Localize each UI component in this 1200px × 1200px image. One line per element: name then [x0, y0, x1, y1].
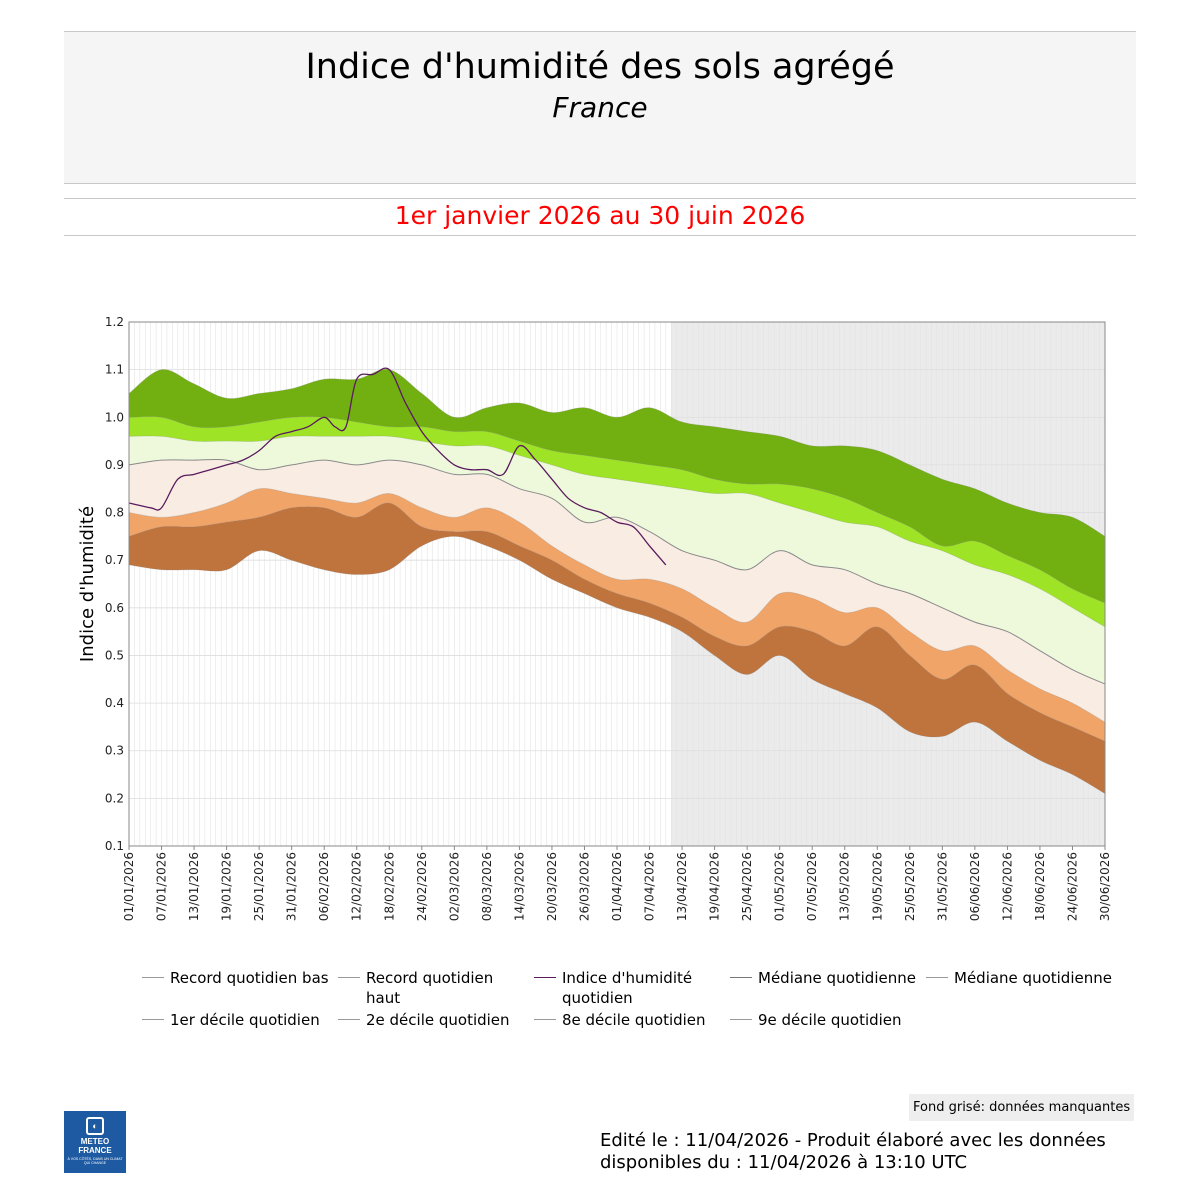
x-tick-label: 13/01/2026 — [187, 852, 201, 921]
x-tick-label: 12/02/2026 — [350, 852, 364, 921]
legend-label: Record quotidien haut — [366, 969, 494, 1007]
legend-label: 1er décile quotidien — [170, 1011, 320, 1029]
legend-label: 9e décile quotidien — [758, 1011, 902, 1029]
x-tick-label: 12/06/2026 — [1000, 852, 1014, 921]
band-decile-2-to-median — [129, 459, 1105, 723]
x-tick-label: 01/04/2026 — [610, 852, 624, 921]
y-tick-label: 0.5 — [105, 648, 124, 662]
legend-item: 9e décile quotidien — [728, 1010, 918, 1030]
legend-item: Record quotidien haut — [336, 968, 526, 1008]
legend-label: Record quotidien bas — [170, 969, 329, 987]
x-tick-label: 19/04/2026 — [708, 852, 722, 921]
x-tick-label: 31/05/2026 — [935, 852, 949, 921]
x-tick-label: 13/05/2026 — [838, 852, 852, 921]
x-tick-label: 31/01/2026 — [285, 852, 299, 921]
x-tick-label: 24/06/2026 — [1065, 852, 1079, 921]
header-panel — [64, 31, 1136, 184]
period-panel — [64, 198, 1136, 236]
logo-tagline: À VOS CÔTÉS, DANS UN CLIMAT QUI CHANGE — [67, 1157, 123, 1165]
legend-label: Médiane quotidienne — [758, 969, 916, 987]
x-tick-label: 01/05/2026 — [773, 852, 787, 921]
band-decile-9-to-record-high — [129, 369, 1105, 604]
y-tick-label: 0.6 — [105, 601, 124, 615]
chart-subtitle: France — [552, 91, 648, 124]
logo-name-1: METEO — [80, 1137, 110, 1146]
y-tick-label: 1.1 — [105, 363, 124, 377]
y-tick-label: 0.9 — [105, 458, 124, 472]
legend-swatch — [534, 1019, 556, 1020]
y-tick-label: 1.2 — [105, 315, 124, 329]
legend-item: Record quotidien bas — [140, 968, 330, 988]
x-tick-label: 01/01/2026 — [122, 852, 136, 921]
y-tick-label: 0.3 — [105, 744, 124, 758]
x-tick-label: 19/05/2026 — [870, 852, 884, 921]
legend-label: Médiane quotidienne — [954, 969, 1112, 987]
legend-swatch — [142, 1019, 164, 1020]
meteo-france-logo: ◐ METEO FRANCE À VOS CÔTÉS, DANS UN CLIM… — [64, 1111, 126, 1173]
period-label: 1er janvier 2026 au 30 juin 2026 — [394, 201, 806, 230]
y-tick-label: 0.1 — [105, 839, 124, 853]
x-tick-label: 18/06/2026 — [1033, 852, 1047, 921]
x-tick-label: 07/05/2026 — [805, 852, 819, 921]
x-tick-label: 08/03/2026 — [480, 852, 494, 921]
legend-item: 1er décile quotidien — [140, 1010, 330, 1030]
decile-line — [128, 416, 1106, 604]
x-tick-label: 07/04/2026 — [643, 852, 657, 921]
x-tick-label: 25/05/2026 — [903, 852, 917, 921]
x-tick-label: 30/06/2026 — [1098, 852, 1112, 921]
x-tick-label: 25/01/2026 — [252, 852, 266, 921]
legend-swatch — [730, 1019, 752, 1020]
x-tick-label: 25/04/2026 — [740, 852, 754, 921]
humidity-index-line — [128, 367, 667, 566]
decile-line — [128, 368, 1106, 537]
y-tick-label: 1.0 — [105, 410, 124, 424]
y-axis-label: Indice d'humidité — [77, 506, 98, 662]
missing-data-note: Fond grisé: données manquantes — [909, 1094, 1135, 1121]
legend-swatch — [142, 977, 164, 978]
legend-swatch — [926, 977, 948, 978]
decile-line — [128, 435, 1106, 628]
x-tick-label: 24/02/2026 — [415, 852, 429, 921]
legend-swatch — [338, 977, 360, 978]
legend-swatch — [534, 977, 556, 978]
x-tick-label: 06/06/2026 — [968, 852, 982, 921]
x-tick-label: 06/02/2026 — [317, 852, 331, 921]
band-decile-8-to-decile-9 — [129, 416, 1105, 627]
x-tick-label: 02/03/2026 — [447, 852, 461, 921]
x-tick-label: 20/03/2026 — [545, 852, 559, 921]
decile-line — [128, 502, 1106, 742]
band-decile-1-to-decile-2 — [129, 488, 1105, 742]
x-tick-label: 14/03/2026 — [512, 852, 526, 921]
band-median-to-decile-8 — [129, 435, 1105, 684]
logo-name-2: FRANCE — [78, 1146, 112, 1155]
logo-icon: ◐ — [86, 1117, 104, 1135]
legend-item: 2e décile quotidien — [336, 1010, 526, 1030]
chart: 0.1 0.2 0.3 0.4 0.5 0.6 0.7 0.8 0.9 1.0 1.1 1.2 Indi… — [77, 315, 1112, 921]
legend-swatch — [338, 1019, 360, 1020]
chart-title: Indice d'humidité des sols agrégé — [305, 47, 895, 87]
legend-item: Médiane quotidienne — [924, 968, 1114, 988]
x-tick-label: 07/01/2026 — [155, 852, 169, 921]
median-line — [128, 458, 1106, 685]
edition-note: Edité le : 11/04/2026 - Produit élaboré … — [600, 1130, 1106, 1173]
legend-label: 8e décile quotidien — [562, 1011, 706, 1029]
y-tick-label: 0.2 — [105, 791, 124, 805]
x-tick-label: 18/02/2026 — [382, 852, 396, 921]
legend-label: 2e décile quotidien — [366, 1011, 510, 1029]
x-tick-label: 13/04/2026 — [675, 852, 689, 921]
y-tick-label: 0.8 — [105, 506, 124, 520]
decile-line — [128, 487, 1106, 723]
legend-swatch — [730, 977, 752, 978]
decile-line — [128, 535, 1106, 794]
legend-item: Indice d'humidité quotidien — [532, 968, 722, 1008]
legend-label: Indice d'humidité quotidien — [562, 969, 693, 1007]
legend-item: 8e décile quotidien — [532, 1010, 722, 1030]
x-tick-label: 19/01/2026 — [220, 852, 234, 921]
x-tick-label: 26/03/2026 — [577, 852, 591, 921]
band-record-low-to-decile-1 — [129, 502, 1105, 794]
y-tick-label: 0.4 — [105, 696, 124, 710]
legend-item: Médiane quotidienne — [728, 968, 918, 988]
y-tick-label: 0.7 — [105, 553, 124, 567]
